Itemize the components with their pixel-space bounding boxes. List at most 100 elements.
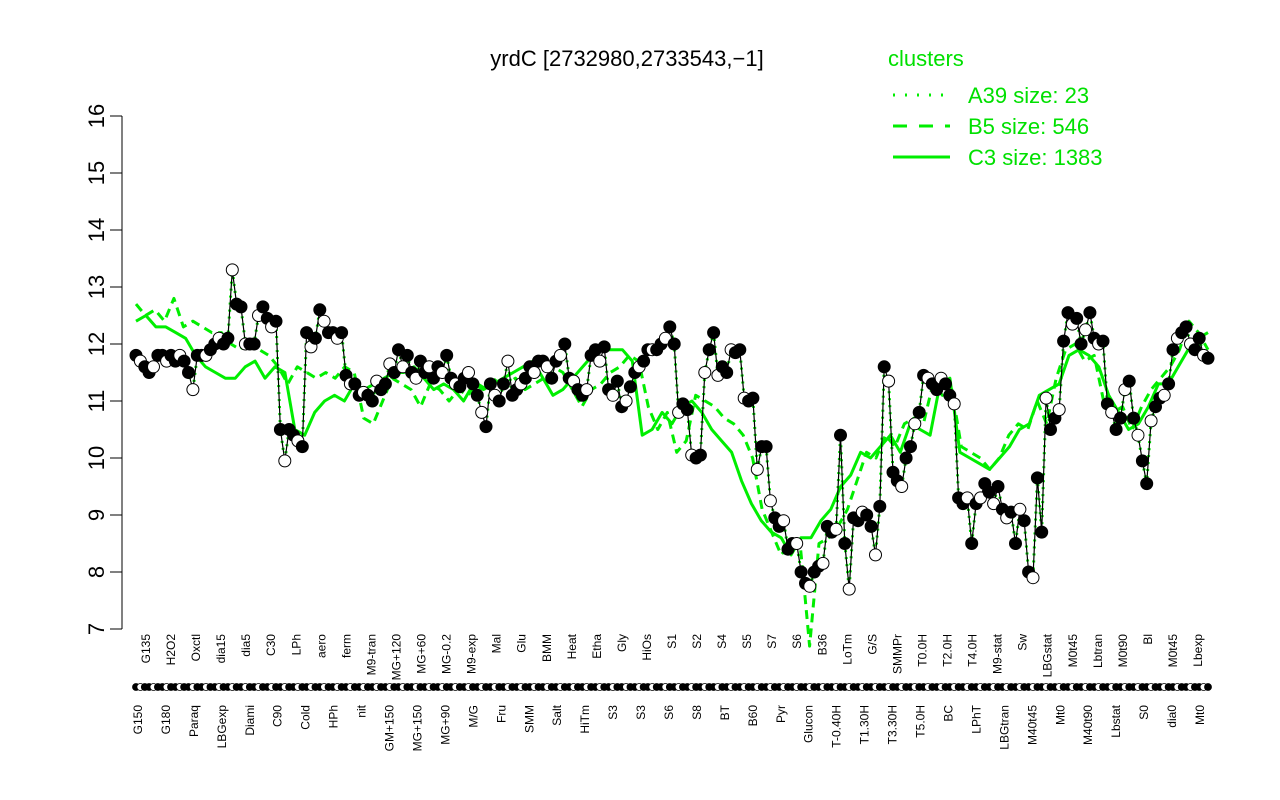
data-point: [733, 343, 747, 357]
data-point: [1017, 514, 1031, 528]
x-tick-label-lower: M40t45: [1025, 705, 1039, 745]
data-point: [1201, 351, 1215, 365]
x-tick-label-lower: C90: [271, 705, 285, 727]
series-line-b5: [134, 296, 1210, 648]
x-tick-label-upper: BMM: [540, 634, 554, 662]
data-point: [794, 565, 808, 579]
data-point: [1192, 331, 1206, 345]
data-point: [965, 537, 979, 550]
data-point: [1083, 306, 1097, 320]
x-tick-label-upper: SMMPr: [890, 634, 904, 674]
x-tick-label-lower: LBGtran: [997, 705, 1011, 750]
x-tick-label-upper: LPh: [289, 634, 303, 655]
x-tick-label-lower: Diami: [243, 705, 257, 736]
x-tick-label-lower: Cold: [299, 705, 313, 730]
x-tick-label-lower: LPhT: [969, 704, 983, 733]
data-point: [637, 354, 651, 368]
y-tick-label: 7: [84, 623, 109, 635]
x-tick-label-upper: T2.0H: [941, 634, 955, 667]
data-point: [1114, 411, 1127, 425]
x-tick-label-upper: M0t45: [1066, 634, 1080, 668]
data-point: [869, 548, 882, 562]
x-tick-label-lower: SMM: [522, 705, 536, 733]
x-tick-label-lower: HiTm: [578, 705, 592, 734]
data-point: [720, 366, 734, 379]
x-tick-label-lower: S0: [1137, 705, 1151, 720]
x-tick-label-upper: Bl: [1141, 634, 1155, 645]
data-point: [553, 348, 567, 362]
y-tick-label: 12: [84, 332, 109, 356]
x-tick-label-lower: nit: [355, 704, 369, 717]
data-point: [877, 360, 891, 374]
x-tick-label-upper: M9-tran: [364, 634, 378, 675]
data-point: [177, 354, 191, 368]
x-tick-label-upper: Heat: [565, 633, 579, 659]
x-tick-label-lower: M40t90: [1081, 705, 1095, 745]
x-tick-label-lower: Salt: [550, 704, 564, 725]
y-axis-ticks: 7 8 9 10 11 12 13 14 15 16: [84, 104, 122, 635]
data-point: [947, 397, 961, 411]
x-tick-label-upper: HiOs: [640, 634, 654, 661]
x-tick-label-lower: Lbstat: [1109, 704, 1123, 737]
x-tick-label-upper: S5: [740, 634, 754, 649]
data-point: [247, 337, 261, 351]
y-tick-label: 11: [84, 390, 109, 413]
x-tick-label-upper: S7: [765, 634, 779, 649]
series-line-c3: [135, 314, 1209, 557]
x-tick-label-upper: MG+60: [415, 634, 429, 674]
x-tick-label-lower: S6: [662, 705, 676, 720]
data-point: [1026, 571, 1040, 585]
x-tick-label-upper: Lbexp: [1191, 634, 1205, 667]
data-point: [580, 383, 594, 397]
data-point: [497, 377, 510, 391]
x-tick-label-upper: S6: [790, 634, 804, 649]
data-point: [295, 440, 309, 454]
x-tick-label-upper: Sw: [1016, 634, 1030, 651]
x-tick-label-upper: S1: [665, 634, 679, 649]
x-tick-label-lower: G180: [159, 705, 173, 735]
data-point: [908, 417, 922, 431]
x-tick-label-upper: M0t90: [1116, 634, 1130, 668]
x-tick-label-lower: Paraq: [187, 705, 201, 737]
data-point: [1030, 471, 1044, 485]
data-point: [882, 374, 896, 388]
data-point: [623, 380, 637, 394]
data-point: [492, 394, 506, 408]
x-tick-label-upper: MG-0.2: [440, 634, 454, 674]
data-point: [1057, 334, 1071, 348]
x-tick-label-upper: Glu: [515, 634, 529, 653]
data-point: [466, 377, 480, 391]
data-point: [790, 537, 804, 550]
data-point: [483, 377, 497, 391]
data-point: [186, 383, 200, 397]
x-tick-label-lower: Pyr: [774, 705, 788, 723]
data-point: [1009, 537, 1022, 550]
x-tick-label-lower: T1.30H: [858, 705, 872, 744]
data-point: [545, 371, 559, 385]
y-tick-label: 14: [84, 218, 109, 242]
y-tick-label: 16: [84, 104, 109, 128]
data-point: [1074, 337, 1088, 351]
chart-title: yrdC [2732980,2733543,−1]: [490, 46, 763, 71]
data-point: [269, 314, 283, 328]
x-tick-label-lower: B60: [746, 705, 760, 727]
x-tick-label-upper: C30: [264, 634, 278, 656]
data-point: [501, 354, 515, 368]
x-tick-label-lower: BC: [942, 705, 956, 722]
x-tick-label-lower: GM+150: [383, 705, 397, 752]
x-tick-label-upper: Lbtran: [1091, 634, 1105, 668]
x-tick-label-lower: dia0: [1165, 705, 1179, 728]
data-point: [746, 391, 760, 405]
x-tick-label-upper: Etha: [590, 634, 604, 659]
y-tick-label: 15: [84, 161, 109, 185]
x-tick-label-upper: Oxctl: [189, 634, 203, 661]
data-point: [335, 326, 349, 340]
data-point: [777, 514, 791, 528]
data-point: [365, 394, 379, 408]
x-tick-label-upper: LoTm: [840, 634, 854, 665]
data-point: [1052, 403, 1066, 417]
x-tick-label-upper: B36: [815, 634, 829, 656]
data-point: [864, 519, 878, 533]
y-tick-label: 9: [84, 509, 109, 521]
